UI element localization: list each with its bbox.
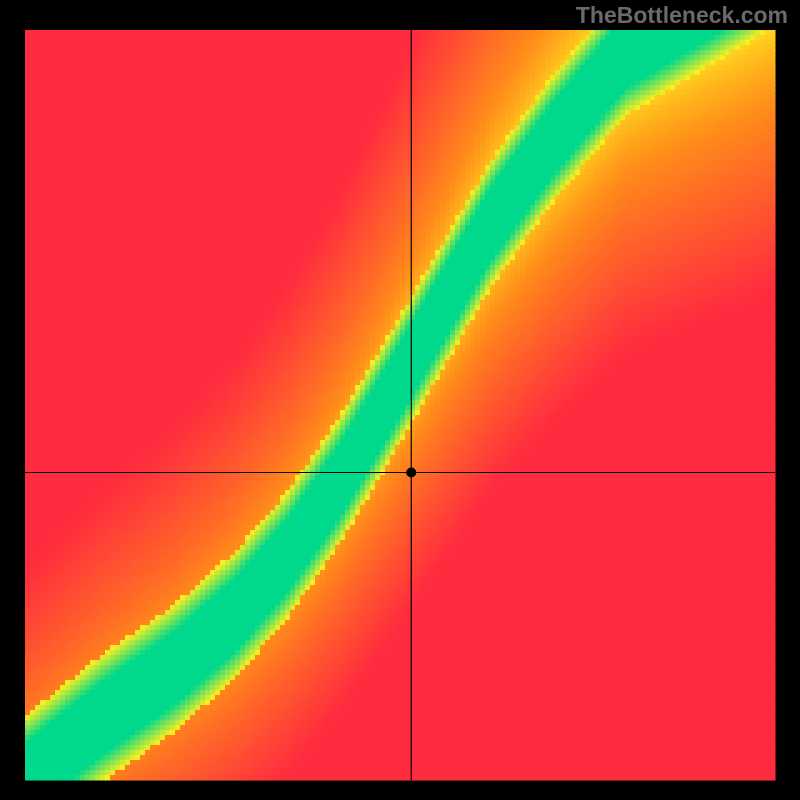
bottleneck-heatmap [0, 0, 800, 800]
chart-container: { "canvas": { "width": 800, "height": 80… [0, 0, 800, 800]
watermark-text: TheBottleneck.com [576, 2, 788, 29]
